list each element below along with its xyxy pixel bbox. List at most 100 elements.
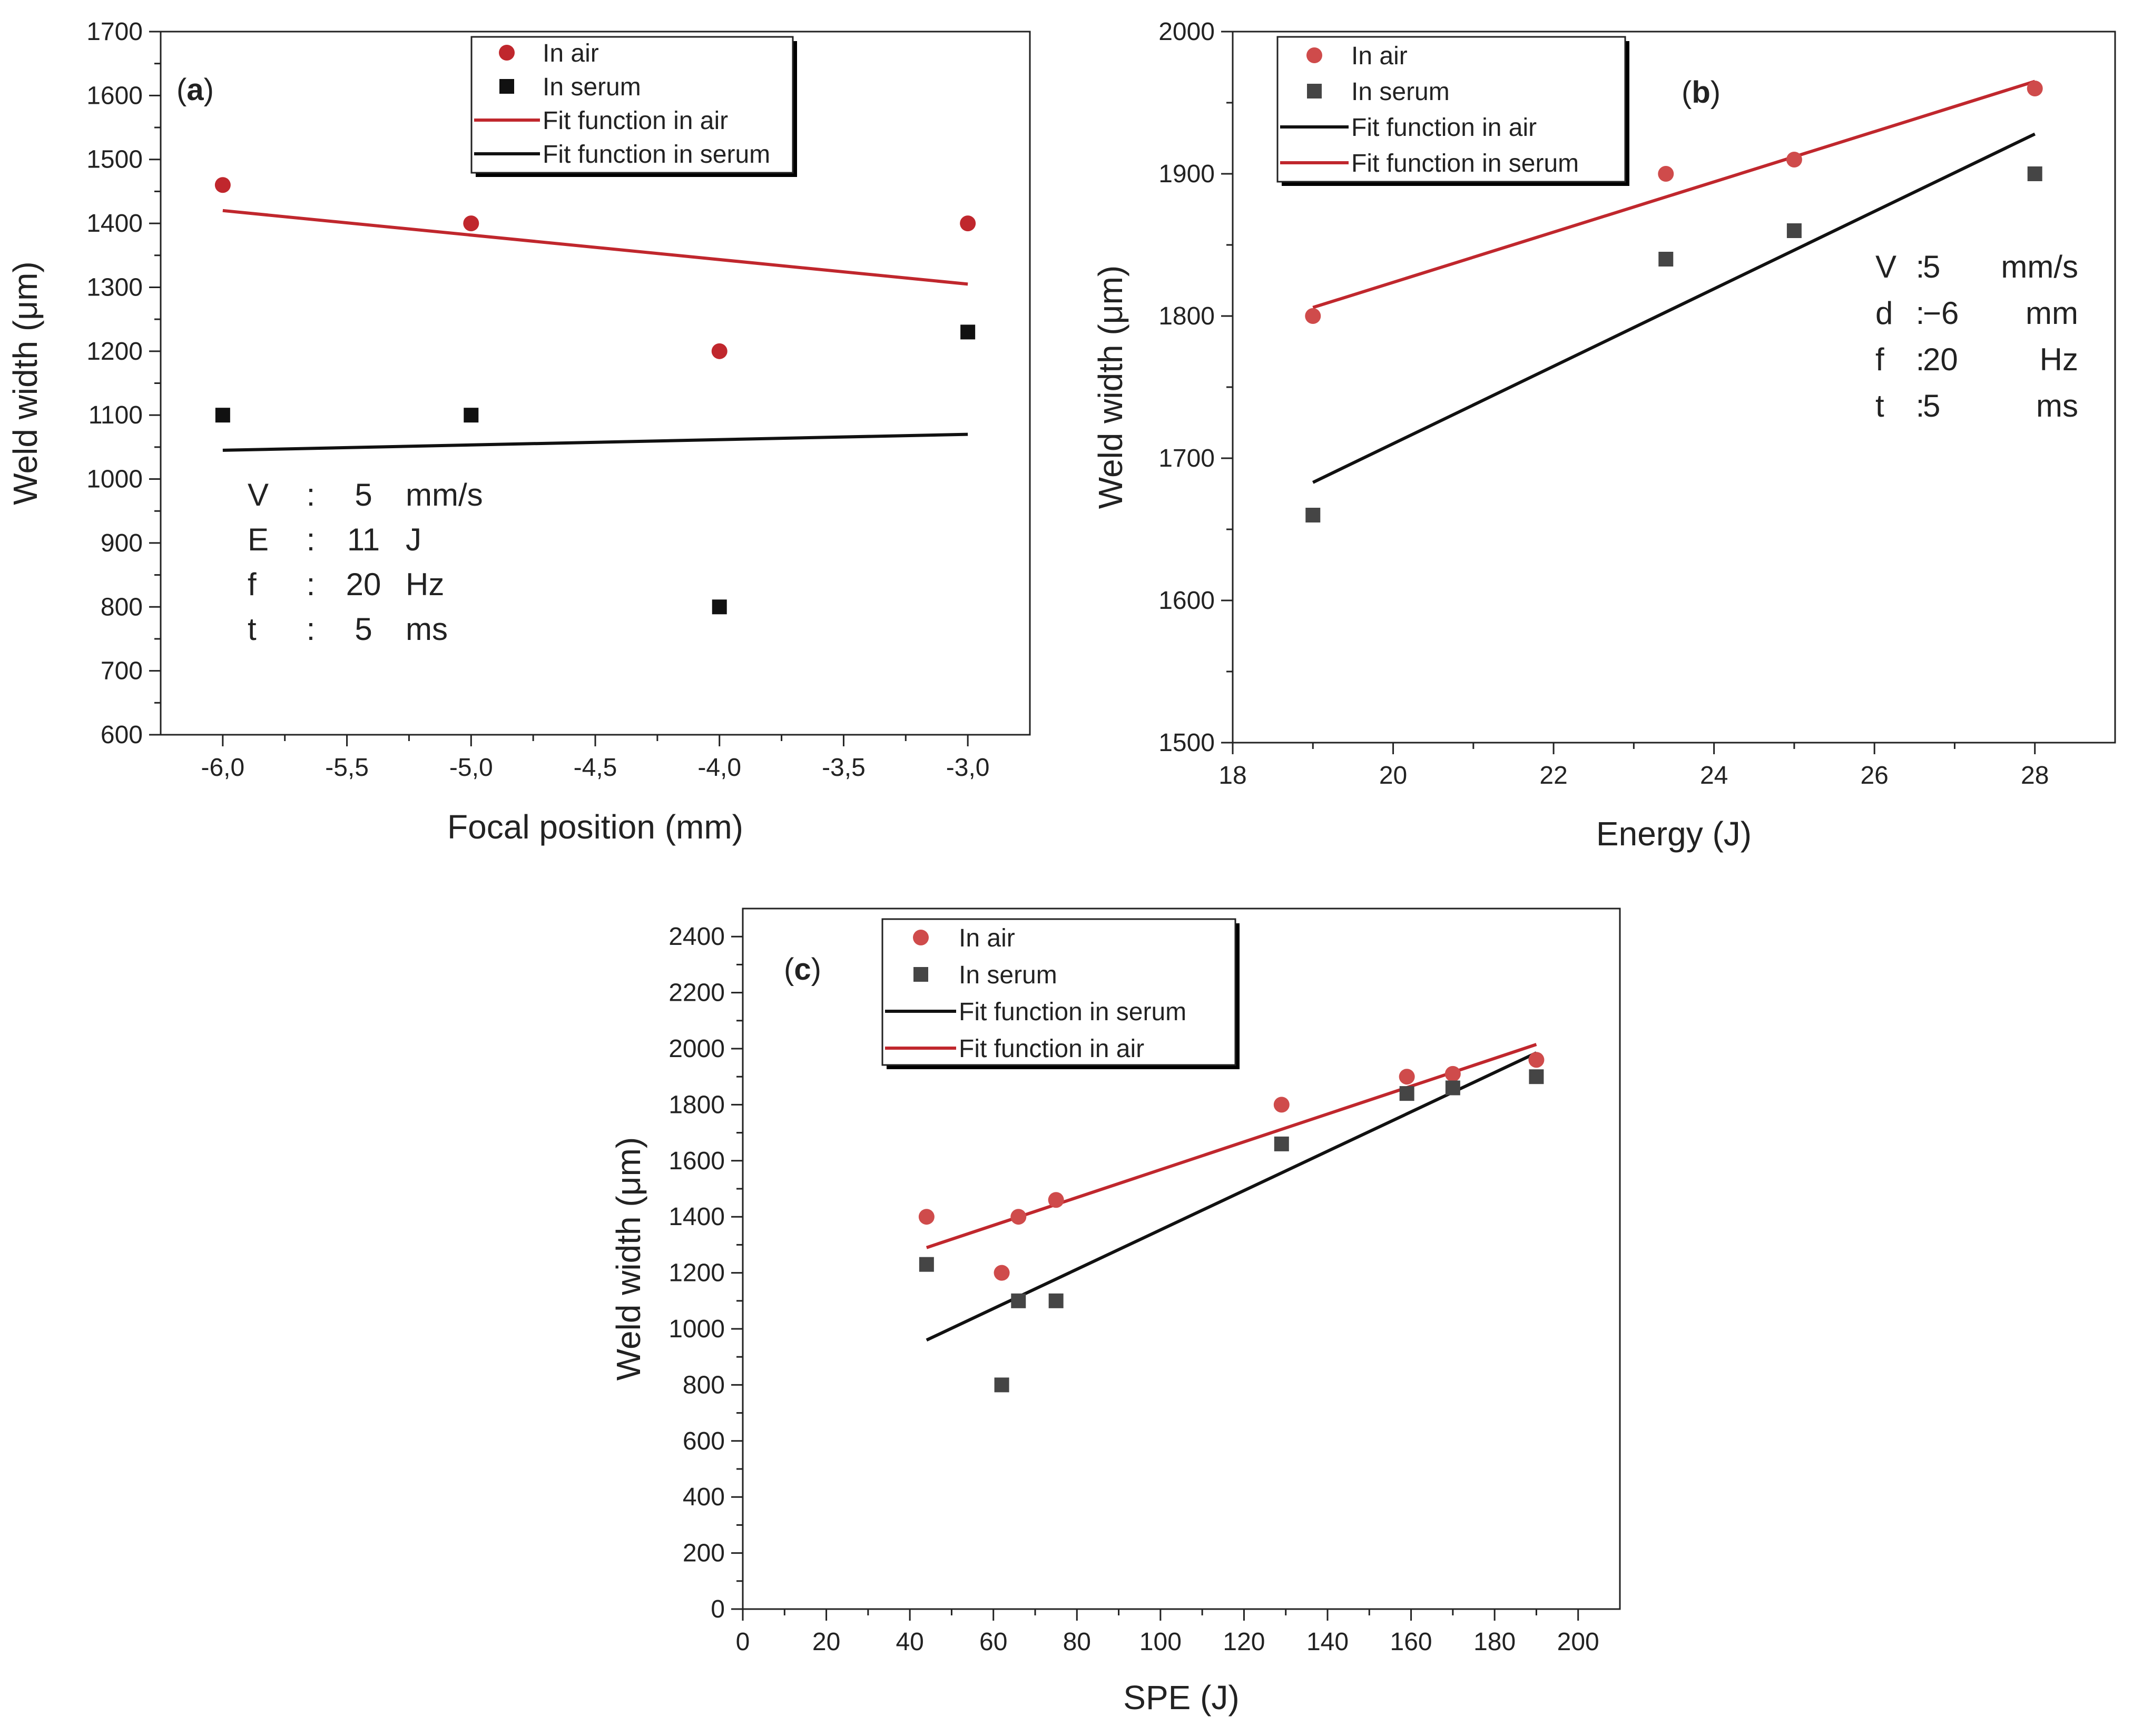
param-unit: mm	[2026, 295, 2078, 331]
param-name: f	[1875, 342, 1884, 377]
y-tick-label: 1900	[1158, 160, 1215, 188]
x-tick-label: 120	[1223, 1628, 1265, 1656]
x-tick-label: 22	[1539, 762, 1567, 790]
data-point-in-serum	[1658, 252, 1674, 267]
param-value: 20	[1923, 342, 1958, 377]
legend	[470, 36, 794, 174]
legend-label: In serum	[543, 73, 641, 101]
data-point-in-serum	[712, 599, 727, 615]
data-point-in-serum	[1011, 1293, 1026, 1308]
x-tick-label: 26	[1860, 762, 1888, 790]
chart-panel-c: 0 20 40 60 80 100 120 140 160 180 2000200400600800…	[610, 908, 1621, 1717]
y-tick-label: 2400	[669, 923, 725, 951]
panel-label: (b)	[1682, 75, 1721, 110]
param-separator: :	[1916, 388, 1925, 423]
data-point-in-serum	[1399, 1086, 1414, 1101]
y-tick-label: 1600	[86, 82, 143, 110]
y-tick-label: 0	[711, 1595, 725, 1623]
y-tick-label: 1800	[669, 1091, 725, 1119]
y-tick-label: 1000	[669, 1315, 725, 1343]
data-point-in-serum	[1274, 1136, 1289, 1151]
data-point-in-air	[960, 215, 976, 232]
data-point-in-serum	[1305, 508, 1321, 522]
data-point-in-air	[1786, 152, 1802, 167]
data-point-in-serum	[215, 408, 230, 423]
fit-line-fit-function-in-serum	[222, 432, 968, 452]
param-unit: mm/s	[406, 477, 483, 512]
y-tick-label: 1700	[86, 18, 143, 46]
x-tick-label: 18	[1218, 762, 1246, 790]
x-tick-label: -3,0	[946, 754, 990, 782]
data-point-in-serum	[2027, 166, 2042, 181]
data-point-in-air	[1658, 166, 1674, 182]
x-tick-label: 20	[1379, 762, 1407, 790]
y-tick-label: 1800	[1158, 302, 1215, 330]
y-tick-label: 2200	[669, 979, 725, 1007]
y-tick-label: 600	[683, 1427, 725, 1455]
data-point-in-air	[711, 343, 728, 359]
param-unit: mm/s	[2001, 249, 2078, 284]
x-tick-label: -5,0	[449, 754, 493, 782]
param-separator: :	[307, 567, 316, 602]
y-tick-label: 1200	[86, 338, 143, 366]
x-tick-label: 80	[1063, 1628, 1091, 1656]
param-separator: :	[1916, 295, 1925, 331]
param-value: 20	[346, 567, 381, 602]
legend-marker-in-air	[499, 45, 515, 61]
data-point-in-serum	[919, 1257, 934, 1272]
data-point-in-air	[1305, 308, 1321, 324]
y-tick-label: 400	[683, 1483, 725, 1511]
legend-label: Fit function in serum	[959, 998, 1186, 1026]
param-value: 5	[1923, 249, 1940, 284]
y-axis-title: Weld width (μm)	[6, 261, 44, 505]
x-tick-label: 200	[1557, 1628, 1599, 1656]
x-tick-label: 0	[736, 1628, 750, 1656]
chart-panel-b: 18 20 22 24 26 28 1500 1600 1700 1800 1900 2000 Ener…	[1092, 18, 2116, 853]
data-point-in-serum	[994, 1377, 1009, 1393]
y-tick-label: 200	[683, 1540, 725, 1567]
y-tick-label: 700	[101, 657, 143, 685]
x-tick-label: 40	[896, 1628, 923, 1656]
x-axis-title: SPE (J)	[1123, 1679, 1239, 1717]
data-point-in-air	[2027, 81, 2043, 96]
data-point-in-air	[1010, 1209, 1027, 1225]
fit-line-fit-function-in-air	[222, 209, 968, 286]
param-separator: :	[307, 477, 316, 512]
param-unit: ms	[2036, 388, 2078, 423]
fit-line-fit-function-in-air	[926, 1043, 1537, 1249]
legend	[881, 918, 1236, 1066]
data-point-in-air	[918, 1209, 935, 1225]
y-tick-label: 1400	[86, 210, 143, 238]
x-tick-label: 180	[1473, 1628, 1516, 1656]
data-point-in-air	[1273, 1097, 1290, 1113]
y-axis-title: Weld width (μm)	[1092, 265, 1129, 509]
legend-label: Fit function in serum	[543, 141, 770, 169]
x-tick-label: 160	[1390, 1628, 1432, 1656]
y-tick-label: 800	[101, 593, 143, 621]
legend-label: Fit function in air	[959, 1035, 1144, 1063]
y-tick-label: 800	[683, 1371, 725, 1399]
param-value: 5	[1923, 388, 1940, 423]
param-unit: ms	[406, 611, 448, 647]
x-tick-label: 28	[2021, 762, 2049, 790]
y-tick-label: 1100	[89, 401, 143, 429]
legend-label: Fit function in air	[543, 107, 728, 135]
param-separator: :	[1916, 249, 1925, 284]
x-tick-label: -4,0	[697, 754, 741, 782]
legend-marker-in-serum	[1307, 84, 1322, 98]
y-tick-label: 1300	[86, 273, 143, 301]
y-tick-label: 1200	[669, 1259, 725, 1287]
y-tick-label: 1600	[1158, 587, 1215, 615]
x-tick-label: 24	[1700, 762, 1728, 790]
fit-line-fit-function-in-serum	[926, 1051, 1537, 1342]
data-point-in-serum	[1048, 1293, 1064, 1308]
legend-label: Fit function in air	[1351, 114, 1537, 142]
y-tick-label: 1000	[86, 466, 143, 494]
y-tick-label: 2000	[1158, 18, 1215, 46]
legend-label: In serum	[959, 961, 1057, 989]
x-tick-label: -6,0	[201, 754, 244, 782]
plot-frame	[742, 908, 1621, 1610]
param-value: 5	[355, 611, 372, 647]
legend-label: In serum	[1351, 78, 1450, 106]
